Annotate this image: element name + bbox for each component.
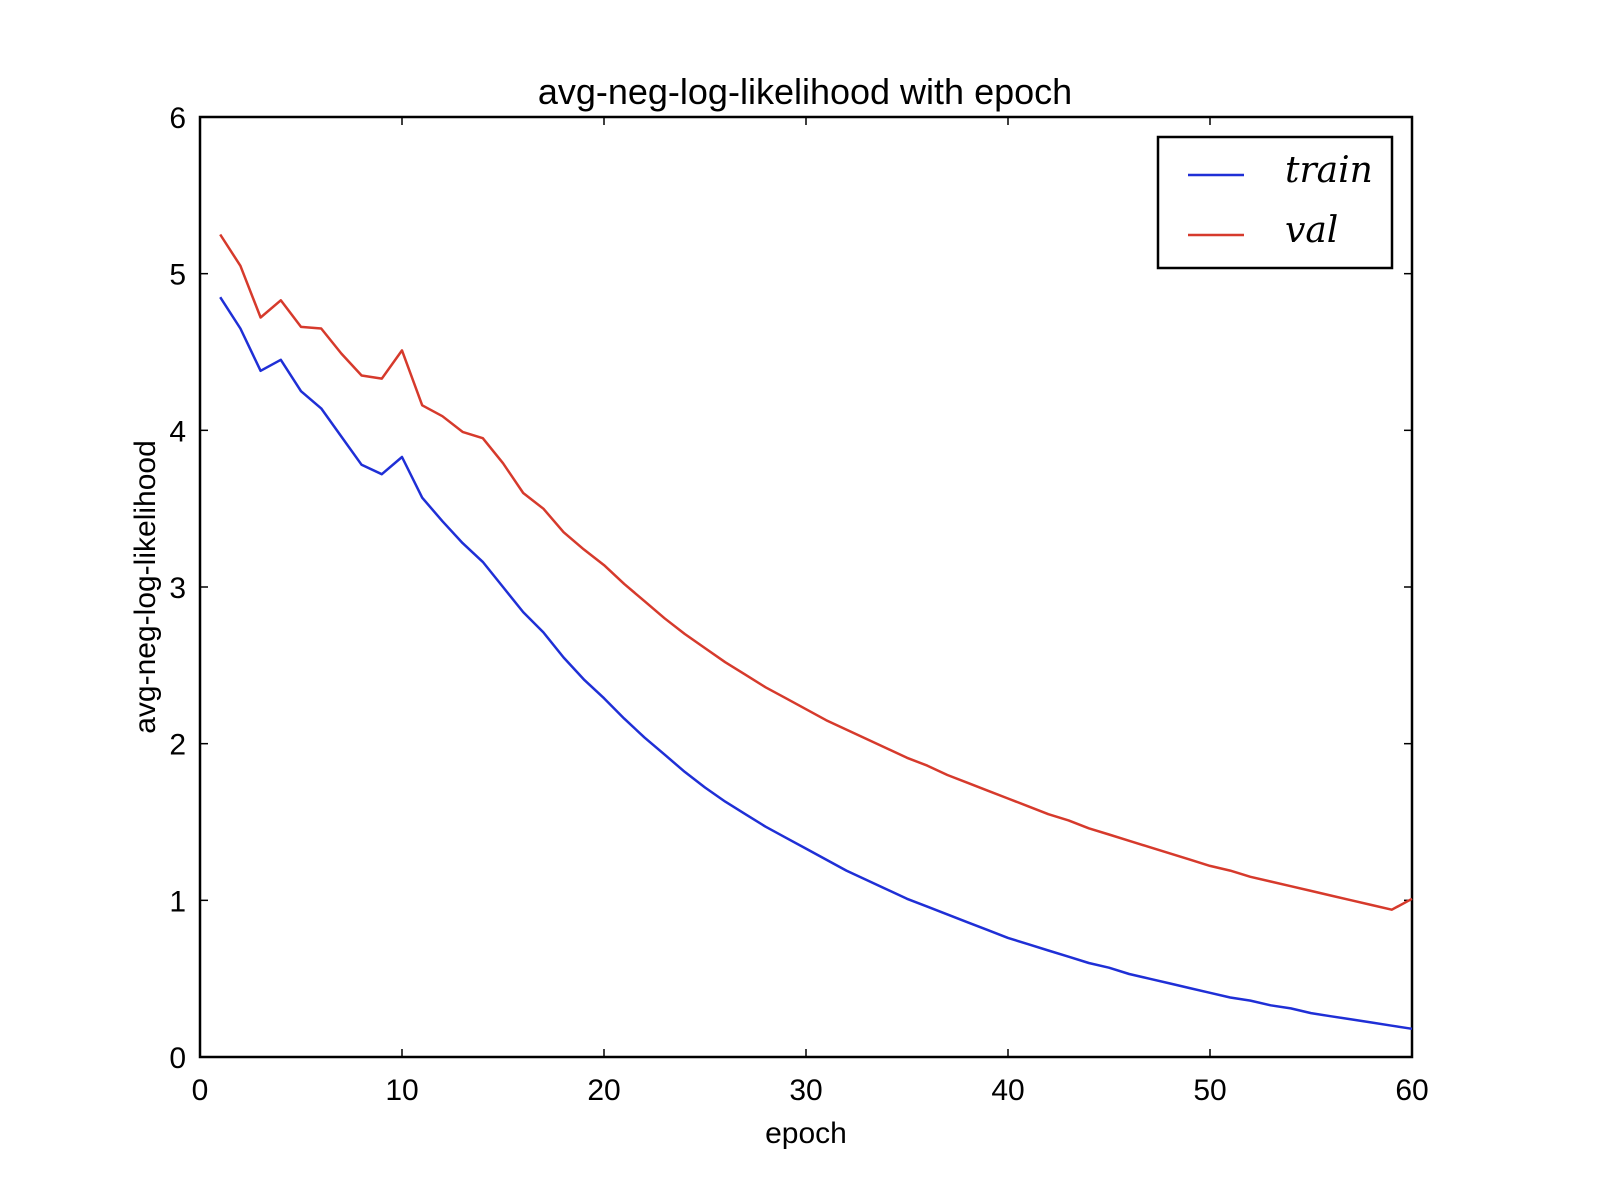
y-tick-label: 3 [169,572,186,605]
x-tick-label: 60 [1395,1074,1428,1107]
y-tick-label: 0 [169,1042,186,1075]
plot-area [198,115,1414,1059]
chart-title: avg-neg-log-likelihood with epoch [538,71,1072,112]
series-layer [219,233,1413,1031]
x-tick-label: 30 [789,1074,822,1107]
y-tick-label: 1 [169,885,186,918]
x-tick-label: 20 [587,1074,620,1107]
legend-label-val: val [1285,210,1338,251]
x-axis-label: epoch [765,1117,847,1150]
legend-label-train: train [1285,150,1373,191]
plot-frame [198,115,1414,1059]
y-tick-label: 6 [169,102,186,135]
series-line-train [219,296,1413,1031]
series-line-val [219,233,1413,911]
legend: train val [1156,135,1394,270]
x-tick-label: 50 [1193,1074,1226,1107]
ticks-layer: 0 10 20 30 40 50 60 0 1 2 3 4 5 6 [169,102,1428,1107]
y-tick-label: 5 [169,259,186,292]
legend-box [1156,135,1394,270]
x-tick-label: 0 [192,1074,209,1107]
x-tick-label: 40 [991,1074,1024,1107]
y-tick-label: 2 [169,729,186,762]
x-tick-label: 10 [385,1074,418,1107]
y-axis-label: avg-neg-log-likelihood [129,440,162,734]
y-tick-label: 4 [169,415,186,448]
